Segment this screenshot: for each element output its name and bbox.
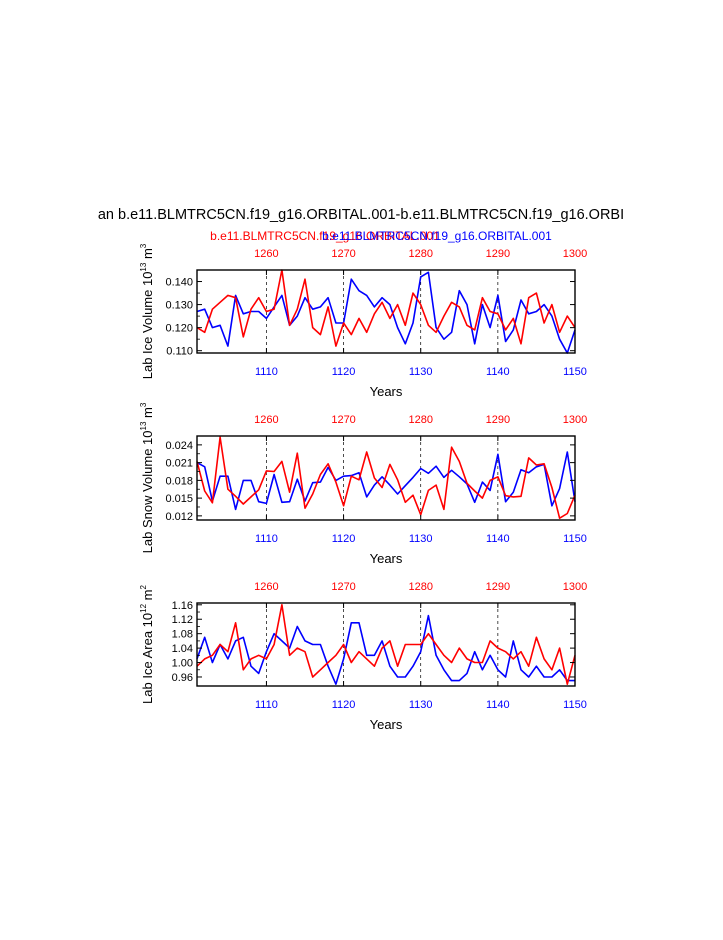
x-top-tick-label: 1280 (408, 414, 432, 426)
series-red-line (196, 269, 576, 347)
panel-2: 0.012 0.015 0.018 0.021 0.024 1110 1120 1130 114… (139, 402, 587, 566)
y-tick-label: 0.140 (165, 277, 193, 289)
x-bottom-tick-label: 1130 (409, 533, 433, 545)
x-top-tick-label: 1270 (331, 248, 355, 260)
y-tick-label: 0.024 (165, 440, 193, 452)
x-top-tick-label: 1260 (254, 414, 278, 426)
x-axis-label: Years (370, 551, 403, 566)
y-tick-label: 0.021 (165, 458, 193, 470)
x-top-tick-label: 1290 (486, 248, 510, 260)
x-top-tick-label: 1270 (331, 414, 355, 426)
x-bottom-tick-label: 1120 (332, 699, 356, 711)
x-top-tick-label: 1260 (254, 248, 278, 260)
x-bottom-tick-label: 1140 (486, 699, 510, 711)
plot-frame (196, 269, 576, 354)
legend-red-label: b.e11.BLMTRC5CN.f19_g16.ORBITAL.001 (210, 229, 440, 243)
x-bottom-tick-label: 1130 (409, 366, 433, 378)
x-bottom-tick-label: 1120 (332, 533, 356, 545)
x-bottom-tick-label: 1110 (255, 533, 278, 545)
y-axis-label: Lab Snow Volume 1013 m3 (139, 402, 155, 553)
y-tick-label: 0.120 (165, 323, 193, 335)
x-axis-label: Years (370, 717, 403, 732)
panel-3: 0.96 1.00 1.04 1.08 1.12 1.16 1110 1120 1130 1140… (139, 581, 587, 732)
series-red-line (196, 436, 576, 520)
panel-1: 0.110 0.120 0.130 0.140 1110 1120 1130 1140 1150… (139, 243, 587, 399)
y-tick-label: 1.08 (172, 629, 193, 641)
y-tick-label: 1.04 (172, 643, 193, 655)
x-bottom-tick-label: 1140 (486, 533, 510, 545)
x-top-tick-label: 1300 (563, 248, 587, 260)
legend-blue-label: b.e11.BLMTRC5CN.f19_g16.ORBITAL.001 (322, 229, 552, 243)
x-bottom-tick-label: 1150 (563, 533, 587, 545)
chart-panels: 0.110 0.120 0.130 0.140 1110 1120 1130 1140 1150… (139, 243, 587, 732)
x-top-tick-label: 1280 (408, 248, 432, 260)
y-tick-label: 0.96 (172, 672, 193, 684)
y-tick-label: 1.12 (172, 614, 193, 626)
y-tick-label: 0.110 (166, 346, 193, 358)
x-bottom-tick-label: 1150 (563, 699, 587, 711)
x-bottom-tick-label: 1130 (409, 699, 433, 711)
x-bottom-tick-label: 1140 (486, 366, 510, 378)
series-blue-line (196, 451, 576, 511)
y-tick-label: 0.015 (165, 493, 193, 505)
y-tick-label: 1.16 (172, 600, 193, 612)
y-axis-label: Lab Ice Volume 1013 m3 (139, 243, 155, 379)
x-top-tick-label: 1300 (563, 414, 587, 426)
x-top-tick-label: 1270 (331, 581, 355, 593)
series-blue-line (196, 271, 576, 354)
series-blue-line (196, 614, 575, 686)
x-axis-label: Years (370, 384, 403, 399)
x-top-tick-label: 1300 (563, 581, 587, 593)
x-top-tick-label: 1290 (486, 581, 510, 593)
x-top-tick-label: 1280 (408, 581, 432, 593)
plot-frame (196, 602, 576, 687)
x-bottom-tick-label: 1110 (255, 366, 278, 378)
x-top-tick-label: 1290 (486, 414, 510, 426)
y-tick-label: 0.130 (165, 300, 193, 312)
y-tick-label: 0.018 (165, 475, 193, 487)
chart-title: an b.e11.BLMTRC5CN.f19_g16.ORBITAL.001-b… (98, 207, 624, 223)
x-top-tick-label: 1260 (254, 581, 278, 593)
plot-frame (196, 435, 576, 521)
y-tick-label: 0.012 (165, 511, 193, 523)
y-axis-label: Lab Ice Area 1012 m2 (139, 585, 155, 704)
series-red-line (196, 603, 576, 686)
x-bottom-tick-label: 1110 (255, 699, 278, 711)
x-bottom-tick-label: 1150 (563, 366, 587, 378)
y-tick-label: 1.00 (172, 658, 193, 670)
x-bottom-tick-label: 1120 (332, 366, 356, 378)
